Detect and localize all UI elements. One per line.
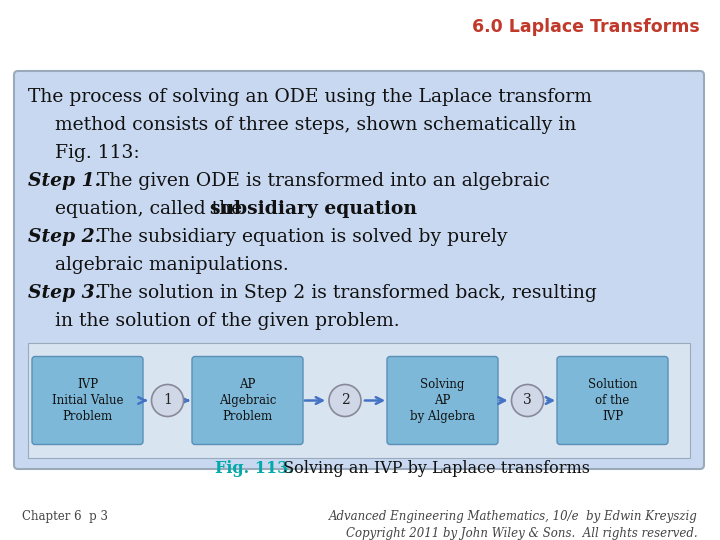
FancyBboxPatch shape (387, 356, 498, 444)
Text: Solution
of the
IVP: Solution of the IVP (588, 378, 637, 423)
FancyBboxPatch shape (14, 71, 704, 469)
Text: IVP
Initial Value
Problem: IVP Initial Value Problem (52, 378, 123, 423)
Text: 3: 3 (523, 394, 532, 408)
Text: Solving
AP
by Algebra: Solving AP by Algebra (410, 378, 475, 423)
FancyBboxPatch shape (192, 356, 303, 444)
Text: The subsidiary equation is solved by purely: The subsidiary equation is solved by pur… (91, 228, 508, 246)
Text: method consists of three steps, shown schematically in: method consists of three steps, shown sc… (55, 116, 576, 134)
Text: in the solution of the given problem.: in the solution of the given problem. (55, 312, 400, 330)
Text: .: . (355, 200, 361, 218)
Text: Step 3.: Step 3. (28, 284, 101, 302)
Circle shape (511, 384, 544, 416)
Text: algebraic manipulations.: algebraic manipulations. (55, 256, 289, 274)
Text: subsidiary equation: subsidiary equation (210, 200, 417, 218)
Circle shape (329, 384, 361, 416)
Text: Advanced Engineering Mathematics, 10/e  by Edwin Kreyszig
Copyright 2011 by John: Advanced Engineering Mathematics, 10/e b… (329, 510, 698, 540)
Circle shape (151, 384, 184, 416)
Text: The given ODE is transformed into an algebraic: The given ODE is transformed into an alg… (91, 172, 550, 190)
Text: equation, called the: equation, called the (55, 200, 248, 218)
Text: Solving an IVP by Laplace transforms: Solving an IVP by Laplace transforms (278, 460, 590, 477)
Text: Fig. 113:: Fig. 113: (55, 144, 140, 162)
FancyBboxPatch shape (557, 356, 668, 444)
FancyBboxPatch shape (28, 343, 690, 458)
Text: Step 1.: Step 1. (28, 172, 101, 190)
Text: 6.0 Laplace Transforms: 6.0 Laplace Transforms (472, 18, 700, 36)
Text: 2: 2 (341, 394, 349, 408)
Text: 1: 1 (163, 394, 172, 408)
Text: The solution in Step 2 is transformed back, resulting: The solution in Step 2 is transformed ba… (91, 284, 597, 302)
Text: Fig. 113.: Fig. 113. (215, 460, 294, 477)
Text: AP
Algebraic
Problem: AP Algebraic Problem (219, 378, 276, 423)
Text: The process of solving an ODE using the Laplace transform: The process of solving an ODE using the … (28, 88, 592, 106)
FancyBboxPatch shape (32, 356, 143, 444)
Text: Chapter 6  p 3: Chapter 6 p 3 (22, 510, 108, 523)
Text: Step 2.: Step 2. (28, 228, 101, 246)
